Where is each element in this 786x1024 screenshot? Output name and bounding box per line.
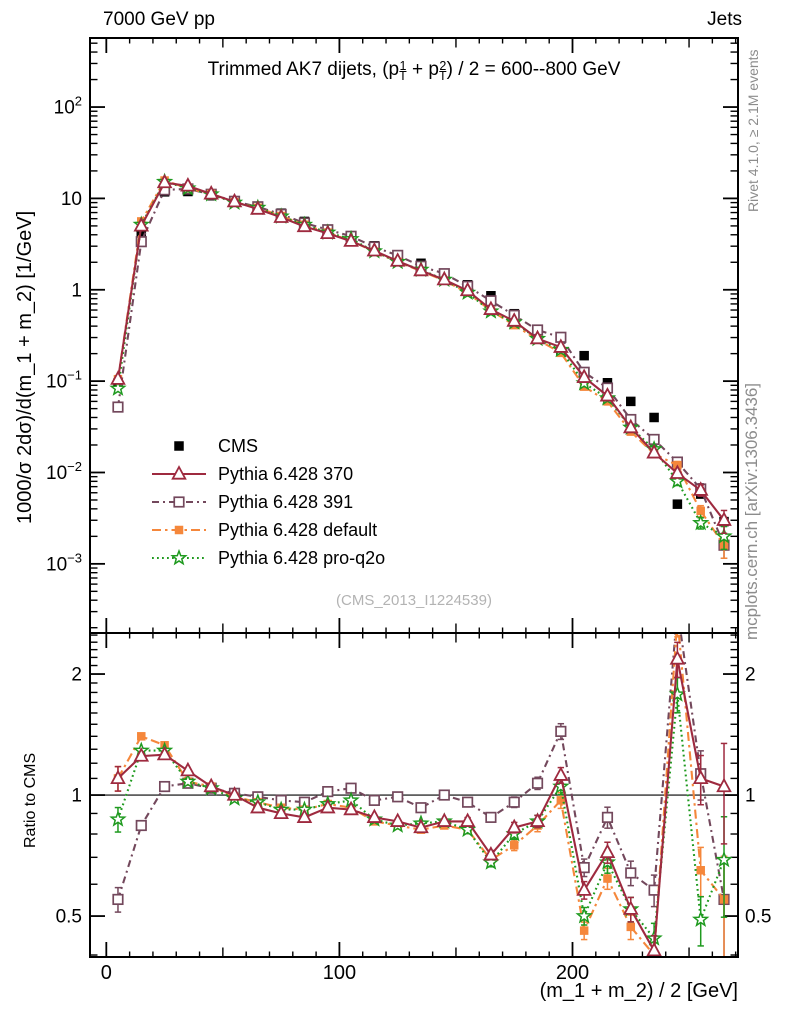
legend-item-cms: CMS <box>150 432 385 460</box>
svg-text:10: 10 <box>61 189 82 210</box>
svg-text:100: 100 <box>323 962 356 984</box>
svg-text:1: 1 <box>71 786 82 807</box>
legend-item-pythia-pro-q2o: Pythia 6.428 pro-q2o <box>150 544 385 572</box>
mcplots-credit-label: mcplots.cern.ch [arXiv:1306.3436] <box>742 382 761 640</box>
svg-text:0.5: 0.5 <box>56 907 82 928</box>
svg-text:10−3: 10−3 <box>46 550 82 575</box>
svg-text:0.5: 0.5 <box>745 907 771 928</box>
svg-text:1: 1 <box>71 280 82 301</box>
legend-label-pythia-default: Pythia 6.428 default <box>218 519 378 540</box>
y-axis-label-main: 1000/σ 2dσ)/d(m_1 + m_2) [1/GeV] <box>14 210 36 524</box>
legend-label-pythia-pro-q2o: Pythia 6.428 pro-q2o <box>218 547 386 568</box>
beam-energy-label: 7000 GeV pp <box>103 9 215 30</box>
x-axis-label: (m_1 + m_2) / 2 [GeV] <box>539 980 738 1002</box>
analysis-id-watermark: (CMS_2013_I1224539) <box>336 592 492 609</box>
y-axis-label-ratio: Ratio to CMS <box>22 752 39 848</box>
legend-marker-pythia-391-icon <box>152 496 206 508</box>
legend-marker-pythia-370-icon <box>152 465 206 480</box>
legend: CMS Pythia 6.428 370 Pythia 6.428 391 Py… <box>150 432 385 572</box>
legend-item-pythia-370: Pythia 6.428 370 <box>150 460 385 488</box>
svg-text:102: 102 <box>54 94 82 119</box>
legend-item-pythia-391: Pythia 6.428 391 <box>150 488 385 516</box>
svg-text:2: 2 <box>745 665 756 686</box>
legend-label-pythia-370: Pythia 6.428 370 <box>218 463 354 484</box>
legend-label-cms: CMS <box>218 435 258 456</box>
legend-marker-cms-icon <box>174 441 184 451</box>
svg-text:200: 200 <box>556 962 589 984</box>
legend-marker-pythia-default-icon <box>152 525 206 535</box>
legend-label-pythia-391: Pythia 6.428 391 <box>218 491 354 512</box>
svg-text:10−2: 10−2 <box>46 459 82 484</box>
legend-item-pythia-default: Pythia 6.428 default <box>150 516 385 544</box>
plot-title: Trimmed AK7 dijets, (p 1 T + p 2 T) / 2 = 60… <box>207 58 621 83</box>
svg-text:2: 2 <box>71 665 82 686</box>
svg-text:1: 1 <box>745 786 756 807</box>
svg-text:0: 0 <box>101 962 112 984</box>
svg-text:10−1: 10−1 <box>46 368 82 393</box>
analysis-group-label: Jets <box>707 9 742 30</box>
legend-marker-pythia-pro-q2o-icon <box>152 548 206 566</box>
rivet-version-label: Rivet 4.1.0, ≥ 2.1M events <box>745 49 761 212</box>
